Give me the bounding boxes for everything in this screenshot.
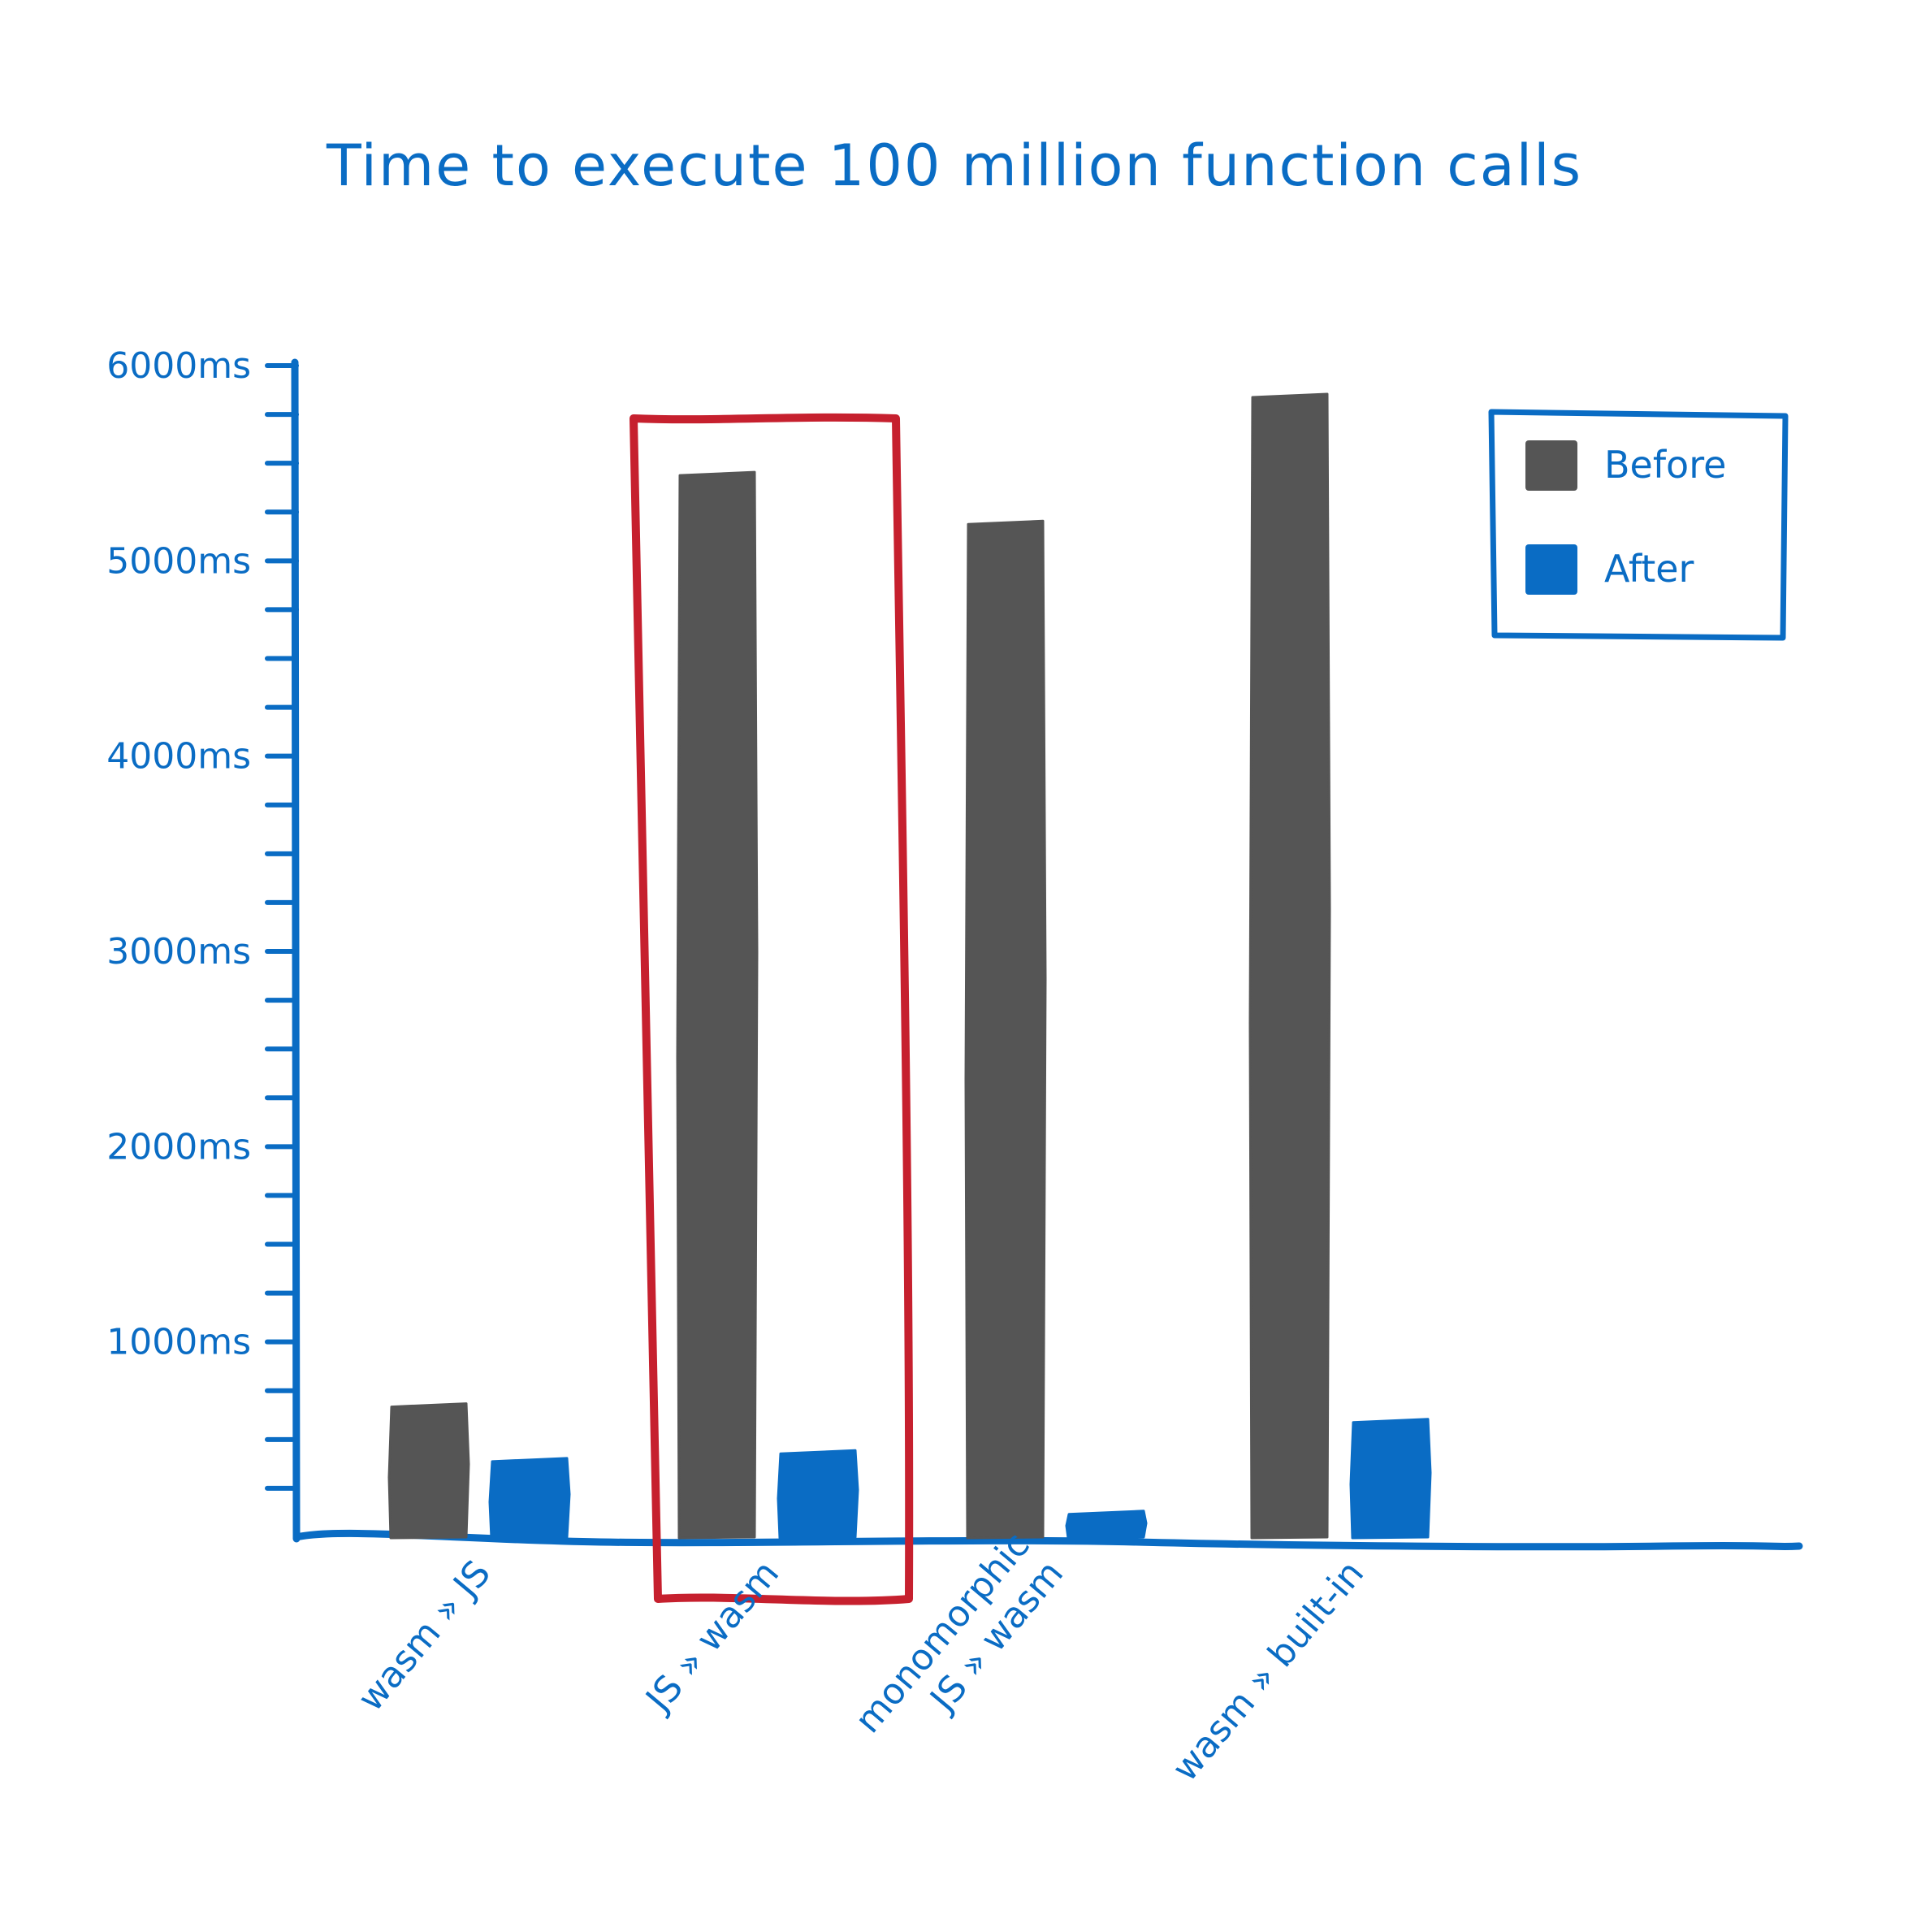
bar-before-3: [1248, 392, 1331, 1540]
y-tick-label: 6000ms: [106, 345, 251, 387]
y-tick-label: 5000ms: [106, 540, 251, 582]
y-tick-label: 1000ms: [106, 1322, 251, 1363]
bar-after-3: [1349, 1418, 1432, 1540]
axes: 1000ms 2000ms 3000ms 4000ms 5000ms 6000ms: [106, 345, 1803, 1551]
legend-label-before: Before: [1604, 443, 1726, 487]
bar-before-0: [387, 1402, 470, 1540]
chart-title: Time to execute 100 million function cal…: [326, 132, 1582, 199]
y-tick-label: 3000ms: [106, 931, 251, 972]
legend: Before After: [1488, 409, 1789, 641]
bar-after-2: [1065, 1510, 1148, 1540]
legend-label-after: After: [1604, 547, 1694, 591]
highlight-box: [630, 413, 914, 1605]
legend-swatch-after: [1525, 544, 1577, 595]
highlight-box-group: [630, 413, 914, 1605]
bar-before-2: [964, 519, 1047, 1540]
bar-after-1: [777, 1449, 859, 1540]
y-tick-label: 2000ms: [106, 1126, 251, 1167]
legend-swatch-before: [1525, 440, 1577, 491]
y-tick-label: 4000ms: [106, 736, 251, 778]
bar-before-1: [676, 470, 759, 1540]
bar-after-0: [488, 1457, 571, 1540]
bars: [387, 392, 1432, 1540]
